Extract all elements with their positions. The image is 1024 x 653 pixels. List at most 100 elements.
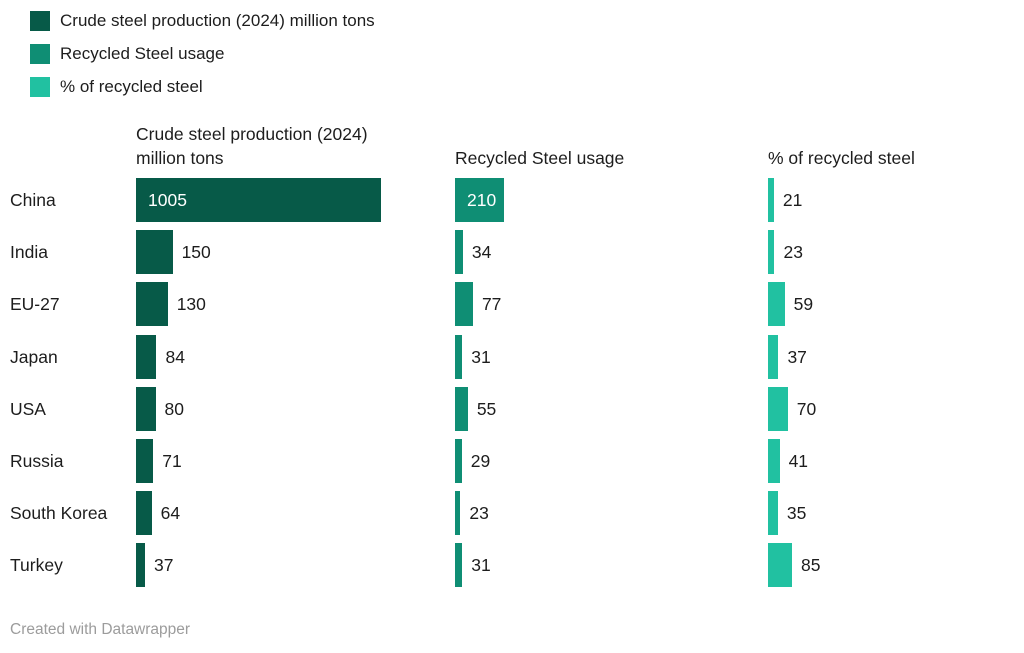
bar-value-label: 77 — [481, 294, 502, 315]
table-row: Russia 71 29 41 — [0, 439, 1024, 483]
legend-item-crude: Crude steel production (2024) million to… — [30, 11, 375, 31]
legend-swatch-recycled-icon — [30, 44, 50, 64]
bar-segment — [136, 334, 157, 379]
bar-value-label: 31 — [471, 346, 491, 367]
table-row: EU-27 130 77 59 — [0, 282, 1024, 327]
legend: Crude steel production (2024) million to… — [30, 11, 375, 97]
bar-value-label: 55 — [476, 398, 497, 419]
bar-segment — [455, 439, 462, 483]
column-headers: Crude steel production (2024) million to… — [0, 112, 1024, 172]
bar-value-label: 150 — [181, 242, 211, 263]
attribution-text: Created with Datawrapper — [10, 621, 191, 638]
legend-swatch-crude-icon — [30, 11, 50, 31]
bar-value-label: 23 — [469, 503, 489, 524]
bar-value-label: 37 — [154, 555, 174, 576]
table-row: Japan 84 31 37 — [0, 334, 1024, 379]
table-row: India 150 34 23 — [0, 230, 1024, 275]
row-label: China — [10, 190, 56, 210]
bar-cell: 21 — [768, 178, 1024, 222]
bar-segment — [768, 543, 792, 588]
bar-value-label: 210 — [467, 190, 497, 210]
bar-segment — [455, 282, 473, 327]
bar-value-label: 84 — [165, 346, 185, 367]
bar-segment — [768, 491, 778, 536]
legend-label-crude: Crude steel production (2024) million to… — [60, 11, 375, 30]
legend-label-recycled: Recycled Steel usage — [60, 44, 225, 63]
bar-cell: 84 — [136, 334, 436, 379]
bar-cell: 34 — [455, 230, 755, 275]
bar-cell: 77 — [455, 282, 755, 327]
bar-cell: 37 — [136, 543, 436, 588]
bar-value-label: 34 — [471, 242, 492, 263]
bar-cell: 70 — [768, 386, 1024, 431]
bar-segment — [136, 439, 154, 483]
bar-value-label: 21 — [782, 190, 803, 210]
bar-value-label: 1005 — [148, 190, 187, 210]
column-header-recycled: Recycled Steel usage — [455, 148, 625, 168]
bar-cell: 31 — [455, 543, 755, 588]
bar-cell: 29 — [455, 439, 755, 483]
bar-value-label: 85 — [801, 555, 821, 576]
legend-label-percent: % of recycled steel — [60, 77, 203, 96]
bar-value-label: 31 — [471, 555, 491, 576]
row-label: Russia — [10, 451, 64, 471]
bar-segment — [455, 543, 463, 588]
row-label: USA — [10, 398, 46, 419]
bar-cell: 59 — [768, 282, 1024, 327]
column-header-crude: Crude steel production (2024) million to… — [136, 124, 368, 168]
bar-segment — [136, 282, 168, 327]
column-header-percent: % of recycled steel — [768, 148, 915, 168]
bar-value-label: 35 — [786, 503, 807, 524]
bar-cell: 23 — [455, 491, 755, 536]
bar-segment — [768, 230, 775, 275]
bar-value-label: 71 — [162, 451, 182, 471]
bar-cell: 37 — [768, 334, 1024, 379]
table-row: South Korea 64 23 35 — [0, 491, 1024, 536]
row-label: South Korea — [10, 503, 108, 524]
bar-cell: 35 — [768, 491, 1024, 536]
bar-value-label: 23 — [783, 242, 803, 263]
bar-cell: 130 — [136, 282, 436, 327]
table-row: China 1005 210 21 — [0, 178, 1024, 222]
bar-segment — [768, 386, 788, 431]
bar-segment — [768, 178, 774, 222]
bar-value-label: 41 — [788, 451, 809, 471]
table-row: USA 80 55 70 — [0, 386, 1024, 431]
row-label: India — [10, 242, 48, 263]
row-label: Turkey — [10, 555, 63, 576]
bar-cell: 85 — [768, 543, 1024, 588]
bar-cell: 55 — [455, 386, 755, 431]
bar-cell: 23 — [768, 230, 1024, 275]
bar-segment — [136, 543, 146, 588]
bar-cell: 150 — [136, 230, 436, 275]
bar-cell: 210 — [455, 178, 755, 222]
bar-cell: 80 — [136, 386, 436, 431]
bar-segment — [455, 386, 468, 431]
row-label: Japan — [10, 346, 58, 367]
bar-segment — [136, 178, 381, 222]
bar-cell: 1005 — [136, 178, 436, 222]
bar-segment — [455, 491, 461, 536]
bar-cell: 31 — [455, 334, 755, 379]
bar-value-label: 37 — [787, 346, 807, 367]
legend-item-recycled: Recycled Steel usage — [30, 44, 375, 64]
bar-value-label: 70 — [796, 398, 817, 419]
bar-value-label: 29 — [470, 451, 491, 471]
bar-segment — [136, 491, 152, 536]
bar-cell: 64 — [136, 491, 436, 536]
bar-segment — [768, 282, 785, 327]
bar-value-label: 64 — [160, 503, 181, 524]
bar-segment — [136, 386, 156, 431]
bar-value-label: 80 — [164, 398, 184, 419]
bar-segment — [136, 230, 173, 275]
legend-swatch-percent-icon — [30, 77, 50, 97]
table-row: Turkey 37 31 85 — [0, 543, 1024, 588]
row-label: EU-27 — [10, 294, 60, 315]
legend-item-percent: % of recycled steel — [30, 77, 375, 97]
bar-segment — [768, 334, 779, 379]
bar-cell: 41 — [768, 439, 1024, 483]
bar-value-label: 130 — [176, 294, 206, 315]
bar-segment — [455, 334, 463, 379]
bar-segment — [455, 230, 463, 275]
